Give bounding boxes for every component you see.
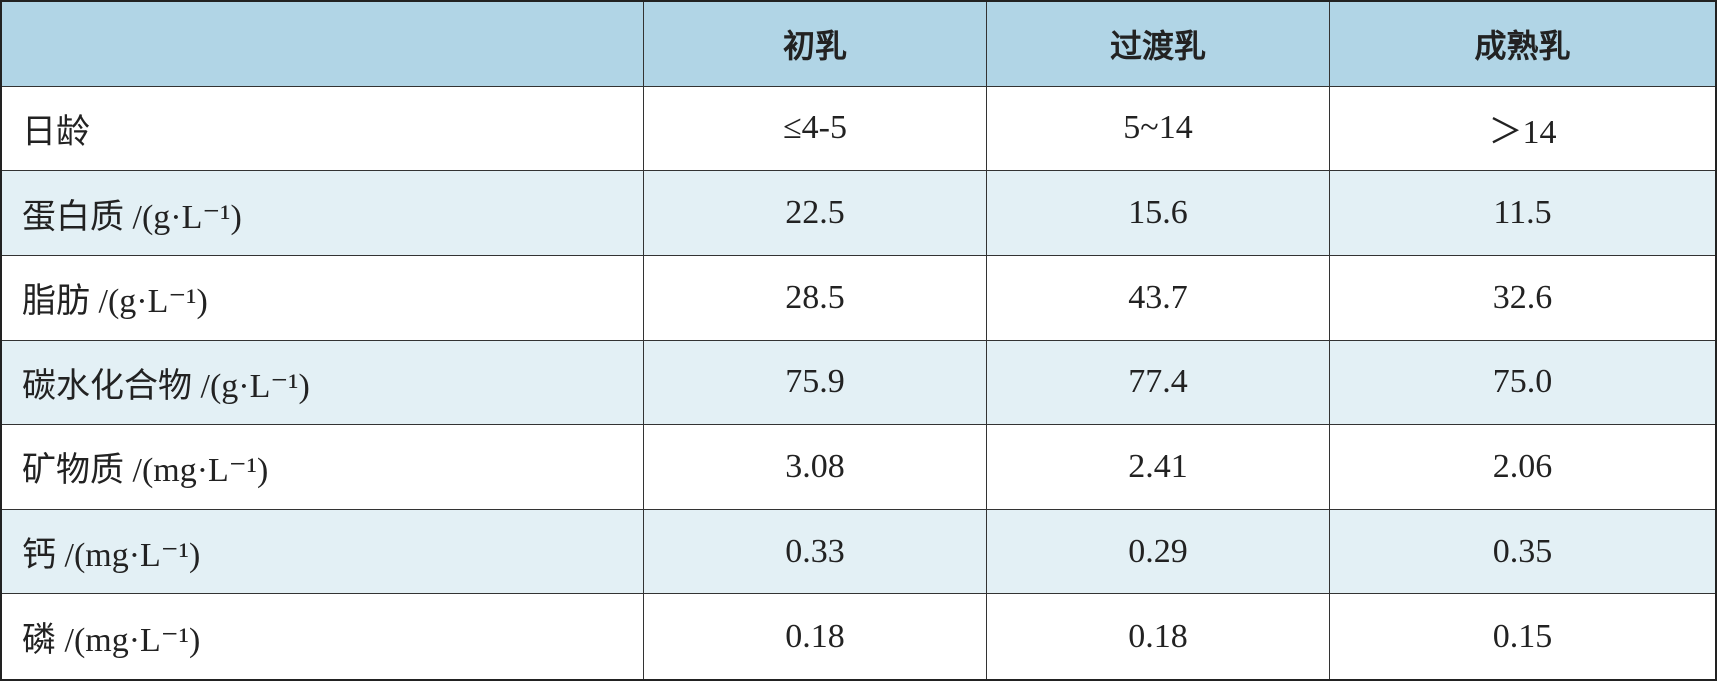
- table-cell: 75.0: [1330, 340, 1715, 426]
- table-cell: 77.4: [987, 340, 1330, 426]
- table-cell: 28.5: [644, 255, 987, 341]
- table-cell: 3.08: [644, 425, 987, 510]
- table-cell: 22.5: [644, 171, 987, 256]
- table-cell: 43.7: [987, 255, 1330, 341]
- row-label: 钙 /(mg·L⁻¹): [2, 509, 644, 595]
- table-cell: 0.15: [1330, 594, 1715, 679]
- table-cell: 5~14: [987, 86, 1330, 172]
- row-label: 脂肪 /(g·L⁻¹): [2, 255, 644, 341]
- table-cell: ≤4-5: [644, 86, 987, 172]
- column-header: 初乳: [644, 2, 987, 87]
- column-header: 成熟乳: [1330, 2, 1715, 87]
- table-cell: 11.5: [1330, 171, 1715, 256]
- table-cell: 2.06: [1330, 425, 1715, 510]
- row-label: 碳水化合物 /(g·L⁻¹): [2, 340, 644, 426]
- table-cell: 0.18: [644, 594, 987, 679]
- table-cell: 0.33: [644, 509, 987, 595]
- column-header: 过渡乳: [987, 2, 1330, 87]
- table-cell: 2.41: [987, 425, 1330, 510]
- row-label: 磷 /(mg·L⁻¹): [2, 594, 644, 679]
- row-label: 矿物质 /(mg·L⁻¹): [2, 425, 644, 510]
- table-cell: 0.35: [1330, 509, 1715, 595]
- row-label: 蛋白质 /(g·L⁻¹): [2, 171, 644, 256]
- table-cell: ＞14: [1330, 86, 1715, 172]
- table-cell: 75.9: [644, 340, 987, 426]
- row-label: 日龄: [2, 86, 644, 172]
- table-cell: 0.29: [987, 509, 1330, 595]
- table-cell: 0.18: [987, 594, 1330, 679]
- table-cell: 15.6: [987, 171, 1330, 256]
- header-empty-cell: [2, 2, 644, 87]
- table-cell: 32.6: [1330, 255, 1715, 341]
